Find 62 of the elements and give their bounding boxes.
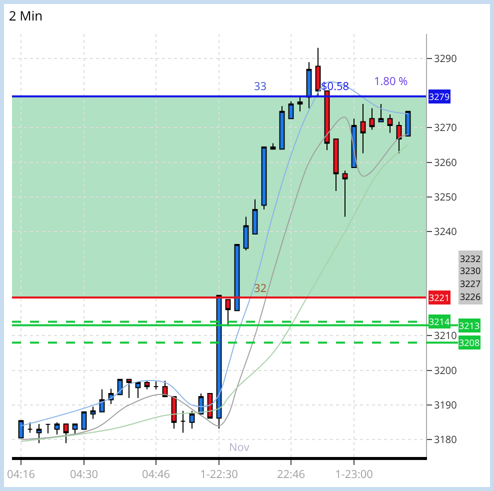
- candlestick: [189, 410, 195, 430]
- candlestick: [27, 422, 33, 434]
- candlestick: [333, 138, 339, 192]
- y-tick-label: 3200: [434, 362, 458, 377]
- candlestick: [387, 114, 393, 134]
- text: 3226: [460, 290, 481, 303]
- candlestick: [297, 96, 303, 112]
- ref-line-label: 3213: [459, 319, 480, 332]
- candlestick: [99, 388, 105, 412]
- candlestick: [45, 424, 51, 434]
- candlestick: [153, 380, 159, 390]
- candlestick: [270, 142, 276, 150]
- y-tick-label: 3240: [434, 224, 458, 238]
- annotation: Nov: [229, 440, 250, 455]
- candlestick: [378, 104, 384, 122]
- text: 3230: [460, 264, 481, 277]
- candlestick: [36, 424, 42, 444]
- candlestick: [180, 410, 186, 434]
- chart-title: 2 Min: [8, 6, 43, 24]
- x-tick-label: 04:16: [6, 467, 36, 482]
- candlestick: [369, 108, 375, 130]
- candlestick: [54, 422, 60, 435]
- y-tick-label: 3190: [434, 397, 458, 412]
- candlestick: [18, 420, 24, 438]
- x-tick-label: 04:30: [70, 467, 98, 482]
- candlestick: [342, 170, 348, 218]
- text: 3227: [460, 277, 481, 290]
- x-tick-label: 04:46: [142, 467, 170, 482]
- y-tick-label: 3180: [434, 432, 458, 446]
- candlestick: [279, 106, 285, 150]
- ref-line-label: 3279: [429, 90, 450, 103]
- candlestick: [288, 100, 294, 120]
- x-tick-label: 1-23:00: [335, 467, 373, 482]
- candlestick: [90, 406, 96, 420]
- x-tick-label: 22:46: [276, 467, 306, 482]
- candlestick: [315, 47, 321, 98]
- candlestick: [126, 378, 132, 399]
- ref-line-label: 3214: [429, 315, 450, 328]
- candlestick: [306, 62, 312, 109]
- x-tick-label: 1-22:30: [200, 467, 238, 482]
- annotation: $0.58: [321, 79, 350, 94]
- candlestick: [72, 424, 78, 435]
- candlestick: [243, 216, 249, 251]
- annotation: 32: [254, 281, 267, 296]
- candlestick: [360, 104, 366, 154]
- candlestick: [144, 380, 150, 390]
- annotation: 1.80 %: [374, 74, 408, 89]
- candlestick: [81, 411, 87, 430]
- ref-line-label: 3208: [459, 336, 480, 349]
- y-tick-label: 3250: [434, 189, 458, 204]
- y-tick-label: 3270: [434, 120, 458, 134]
- candlestick: [252, 198, 258, 235]
- candlestick: [63, 424, 69, 444]
- y-tick-label: 3260: [434, 154, 458, 169]
- ref-line-label: 3221: [429, 291, 450, 304]
- text: 3232: [460, 252, 481, 265]
- y-tick-label: 3290: [434, 50, 458, 65]
- candlestick: [261, 146, 267, 210]
- y-tick-label: 3210: [434, 328, 458, 342]
- candlestick: [135, 382, 141, 399]
- candlestick: [396, 121, 402, 154]
- annotation: 33: [254, 79, 267, 94]
